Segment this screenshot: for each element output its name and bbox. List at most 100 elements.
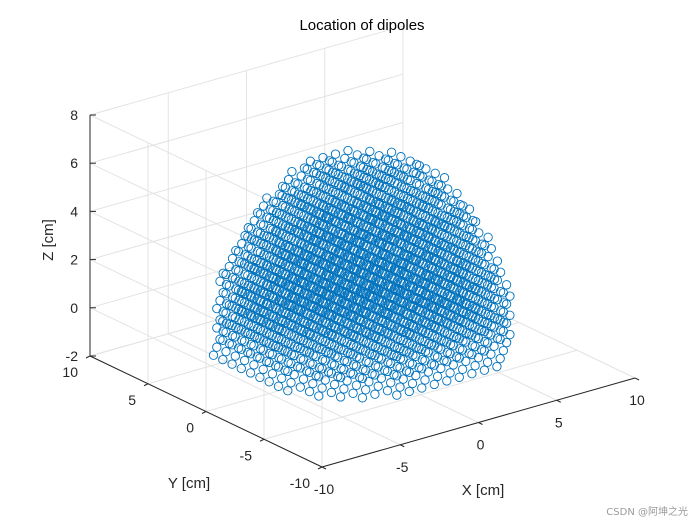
dipole-marker [326,310,337,320]
dipole-marker [308,359,318,369]
dipole-marker [258,326,268,336]
dipole-marker [261,279,272,289]
dipole-marker [395,305,405,315]
dipole-marker [420,211,431,222]
dipole-marker [483,232,493,242]
dipole-marker [432,352,443,362]
dipole-marker [370,389,380,399]
dipole-marker [445,329,455,339]
dipole-marker [454,295,464,305]
dipole-marker [302,164,312,174]
dipole-marker [258,287,268,297]
dipole-marker [239,336,250,346]
dipole-marker [420,375,430,385]
dipole-marker [305,223,315,233]
dipole-markers [208,145,515,403]
dipole-marker [407,340,418,350]
dipole-marker [277,296,287,306]
dipole-marker [321,173,331,183]
dipole-marker [383,155,393,165]
dipole-marker [414,247,424,257]
dipole-marker [383,222,393,232]
y-tick [317,466,323,470]
dipole-marker [411,370,421,381]
dipole-marker [236,306,246,316]
dipole-marker [273,323,284,334]
dipole-marker [221,346,231,357]
dipole-marker [314,391,324,401]
dipole-marker [267,349,278,360]
dipole-marker [339,345,349,355]
dipole-marker [308,378,318,389]
x-axis-label: X [cm] [462,482,505,499]
dipole-marker [423,309,433,319]
dipole-marker [246,243,256,253]
dipole-marker [261,241,272,251]
dipole-marker [304,329,315,339]
dipole-marker [339,364,349,375]
dipole-marker [492,256,503,266]
dipole-marker [351,342,362,352]
dipole-marker [249,216,259,226]
dipole-marker [467,330,477,340]
dipole-marker [273,343,284,353]
dipole-marker [364,175,375,185]
x-tick [556,399,561,403]
dipole-marker [395,199,406,210]
dipole-marker [495,334,505,344]
dipole-marker [470,283,480,294]
dipole-marker [264,338,274,348]
dipole-marker [221,289,231,299]
dipole-marker [445,291,455,301]
dipole-marker [401,231,412,241]
dipole-marker [433,189,443,199]
dipole-marker [218,335,228,345]
dipole-marker [286,214,297,224]
dipole-marker [233,247,244,257]
dipole-marker [333,236,343,247]
dipole-marker [268,205,278,216]
dipole-marker [407,321,418,331]
grid-line-left-z [89,114,323,227]
dipole-marker [298,316,309,326]
dipole-marker [352,178,362,189]
dipole-marker [264,357,274,368]
grid-line-floor-y [263,349,578,440]
dipole-marker [230,274,240,284]
dipole-marker [245,329,256,340]
dipole-marker [426,262,437,273]
dipole-marker [252,275,262,285]
dipole-marker [293,179,303,189]
z-tick-label: 2 [70,252,78,268]
dipole-marker [336,161,347,172]
dipole-marker [264,252,275,262]
dipole-marker [398,316,408,326]
x-tick [321,466,327,470]
dipole-marker [342,299,352,309]
dipole-marker [417,239,427,249]
dipole-marker [373,343,383,353]
dipole-marker [329,360,340,370]
dipole-marker [395,219,406,229]
dipole-marker [445,271,455,282]
dipole-marker [417,383,427,393]
dipole-marker [305,204,315,214]
dipole-marker [298,374,309,384]
dipole-marker [271,264,281,275]
dipole-marker [243,270,253,281]
dipole-marker [283,386,293,396]
dipole-marker [486,310,496,321]
dipole-marker [236,363,246,374]
dipole-marker [329,302,340,312]
dipole-marker [246,224,256,234]
dipole-marker [495,267,506,277]
dipole-marker [314,266,324,276]
dipole-marker [482,318,493,329]
dipole-marker [302,231,312,241]
dipole-marker [277,335,287,345]
dipole-marker [448,283,458,293]
dipole-marker [286,195,297,205]
dipole-marker [451,255,462,266]
dipole-marker [255,353,265,363]
dipole-marker [320,298,330,308]
